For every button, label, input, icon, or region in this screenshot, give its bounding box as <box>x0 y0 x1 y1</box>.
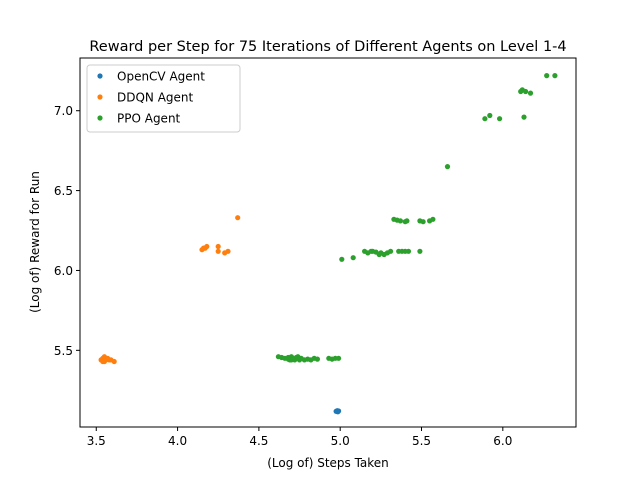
data-point-series-2 <box>420 219 426 225</box>
data-point-series-1 <box>215 243 221 250</box>
data-point-series-1 <box>111 358 117 365</box>
y-tick-label: 6.5 <box>54 184 73 198</box>
legend-box <box>86 64 241 133</box>
data-point-series-2 <box>444 164 451 170</box>
x-tick-label: 4.0 <box>168 434 187 448</box>
data-point-series-2 <box>285 356 291 362</box>
y-tick-label: 5.5 <box>54 344 73 358</box>
data-point-series-2 <box>404 218 410 224</box>
data-point-series-1 <box>225 248 231 254</box>
data-point-series-2 <box>339 256 345 262</box>
legend-marker <box>97 94 103 100</box>
data-point-series-2 <box>521 114 527 120</box>
legend: OpenCV Agent DDQN Agent PPO Agent <box>86 64 241 133</box>
y-axis-label: (Log of) Reward for Run <box>28 171 42 313</box>
data-point-series-2 <box>314 356 320 362</box>
data-point-series-2 <box>405 248 412 254</box>
legend-marker <box>97 115 103 121</box>
data-point-series-2 <box>430 216 436 222</box>
legend-entries: OpenCV Agent DDQN Agent PPO Agent <box>97 70 205 126</box>
plot-frame <box>79 57 577 428</box>
data-point-series-2 <box>336 355 342 361</box>
legend-label: OpenCV Agent <box>117 70 205 84</box>
x-tick-label: 4.5 <box>249 434 268 448</box>
legend-label: PPO Agent <box>117 112 181 126</box>
data-point-series-2 <box>417 248 423 254</box>
data-point-series-1 <box>215 248 221 254</box>
x-axis-ticks: 3.5 4.0 4.5 5.0 5.5 6.0 <box>87 427 512 448</box>
x-tick-label: 6.0 <box>493 434 512 448</box>
data-point-series-2 <box>544 73 550 79</box>
data-point-series-2 <box>523 88 529 95</box>
data-point-series-2 <box>295 354 301 360</box>
y-axis-ticks: 5.5 6.0 6.5 7.0 <box>54 104 80 358</box>
data-point-series-1 <box>235 215 241 221</box>
x-tick-label: 5.5 <box>412 434 431 448</box>
data-point-series-2 <box>497 116 503 122</box>
y-tick-label: 6.0 <box>54 264 73 278</box>
data-point-series-0 <box>334 408 340 414</box>
legend-label: DDQN Agent <box>117 91 194 105</box>
data-point-series-2 <box>397 218 403 224</box>
data-point-series-2 <box>487 112 493 119</box>
data-point-series-2 <box>388 248 394 254</box>
x-tick-label: 5.0 <box>331 434 350 448</box>
data-point-series-1 <box>101 354 107 360</box>
legend-marker <box>97 73 103 79</box>
data-point-series-2 <box>552 73 558 79</box>
x-axis-label: (Log of) Steps Taken <box>267 456 389 470</box>
chart-title: Reward per Step for 75 Iterations of Dif… <box>89 39 566 55</box>
x-tick-label: 3.5 <box>87 434 106 448</box>
data-point-series-2 <box>527 90 534 96</box>
data-point-series-1 <box>100 358 106 365</box>
data-point-series-2 <box>482 116 488 122</box>
y-tick-label: 7.0 <box>54 104 73 118</box>
data-points <box>98 73 558 415</box>
data-point-series-1 <box>204 243 210 250</box>
data-point-series-2 <box>350 255 356 261</box>
